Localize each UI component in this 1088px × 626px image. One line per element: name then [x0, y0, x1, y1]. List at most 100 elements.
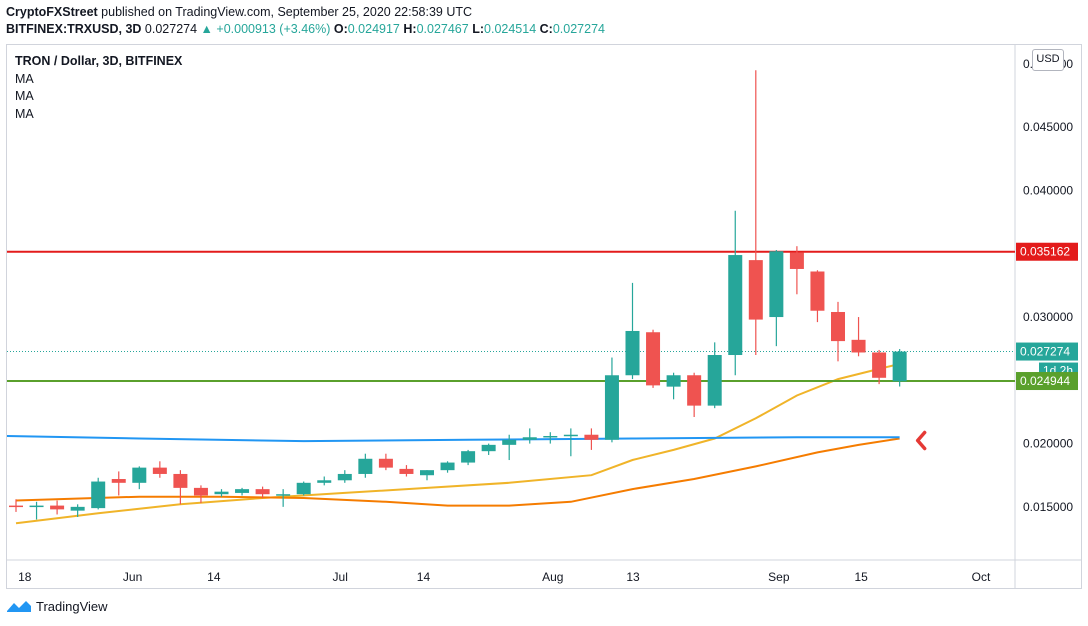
candle-body [111, 479, 126, 483]
candle-body [193, 487, 208, 496]
candle [337, 470, 352, 483]
candle [851, 317, 866, 357]
tradingview-brand[interactable]: TradingView [36, 598, 108, 614]
high-label: H: [403, 22, 417, 36]
candle [214, 489, 229, 497]
candle [563, 428, 578, 457]
y-tick-label-4: 0.030000 [1023, 310, 1073, 324]
candle-body [625, 330, 640, 376]
candle-body [584, 434, 599, 440]
ma-line-1 [15, 362, 900, 525]
candle-body [748, 260, 763, 320]
candle [502, 434, 517, 461]
candle-body [132, 467, 147, 483]
chart-frame [6, 44, 1082, 589]
candle-body [646, 332, 661, 386]
x-tick-label-3: Jul [333, 570, 348, 584]
candle-body [91, 481, 106, 509]
candle [317, 476, 332, 486]
candle-body [235, 489, 250, 493]
symbol-label: BITFINEX:TRXUSD, 3D [6, 22, 142, 36]
candle [831, 301, 845, 362]
chevron-left-icon [915, 430, 927, 451]
candle [70, 504, 85, 517]
candle-body [728, 255, 743, 356]
low-value: 0.024514 [484, 22, 537, 36]
candle-body [29, 505, 44, 508]
candle [91, 477, 106, 510]
support-price-label-bg [1016, 372, 1078, 391]
ma-indicator-1[interactable]: MA [15, 71, 34, 86]
x-tick-label-9: Oct [972, 570, 991, 584]
candle [152, 461, 167, 478]
candle [132, 466, 147, 490]
candle [255, 486, 270, 498]
candle-body [666, 375, 681, 387]
candle [420, 470, 434, 481]
candle [748, 70, 763, 356]
candle [276, 489, 291, 507]
tradingview-logo-icon [7, 601, 31, 612]
candle [522, 428, 537, 444]
x-tick-label-6: 13 [626, 570, 640, 584]
candle [358, 453, 373, 478]
candle-body [831, 311, 845, 342]
candle-body [872, 352, 887, 378]
candle [111, 471, 126, 496]
high-value: 0.027467 [416, 22, 469, 36]
close-value: 0.027274 [552, 22, 605, 36]
x-tick-label-4: 14 [417, 570, 431, 584]
candle-body [420, 470, 434, 476]
candle-body [214, 491, 229, 495]
resistance-price-label-bg [1016, 242, 1078, 261]
ma-indicator-3[interactable]: MA [15, 106, 34, 121]
price-change: ▲ +0.000913 (+3.46%) [200, 22, 331, 36]
candle [666, 372, 681, 400]
last-price: 0.027274 [144, 22, 198, 36]
candle-body [481, 444, 496, 452]
candle-body [317, 480, 332, 483]
candle-body [358, 458, 373, 474]
candle [399, 465, 414, 477]
candle-body [810, 271, 825, 311]
candle-body [152, 467, 167, 474]
candle-body [604, 375, 619, 440]
candle-body [337, 473, 352, 481]
candle-body [173, 473, 188, 488]
candle [789, 246, 804, 295]
candle [625, 282, 640, 380]
y-tick-label-5: 0.020000 [1023, 437, 1073, 451]
x-tick-label-5: Aug [542, 570, 563, 584]
candle [810, 270, 825, 323]
last-price-label: 0.027274 [1020, 345, 1070, 359]
candle-body [769, 251, 784, 318]
candle [235, 487, 250, 496]
candle [687, 372, 702, 418]
y-tick-label-2: 0.040000 [1023, 184, 1073, 198]
candle [584, 428, 599, 450]
candle [728, 210, 743, 376]
candle [378, 453, 393, 471]
candle [461, 449, 476, 466]
candle-body [522, 437, 537, 440]
publish-header: CryptoFXStreet published on TradingView.… [6, 5, 472, 19]
publisher-name: CryptoFXStreet [6, 5, 98, 19]
support-price-label: 0.024944 [1020, 374, 1070, 388]
candle-body [543, 435, 558, 438]
candle [440, 461, 455, 473]
ma-indicator-2[interactable]: MA [15, 89, 34, 103]
footer: TradingView [6, 598, 108, 614]
last-price-label-bg [1016, 342, 1078, 361]
chart-title: TRON / Dollar, 3D, BITFINEX [15, 54, 183, 68]
x-tick-label-0: 18 [18, 570, 32, 584]
candle-body [378, 458, 393, 468]
candle-body [255, 489, 270, 495]
candle-body [440, 462, 455, 471]
candle [872, 349, 887, 385]
candle-body [563, 434, 578, 437]
candle [296, 481, 311, 496]
low-label: L: [472, 22, 485, 36]
open-value: 0.024917 [347, 22, 400, 36]
currency-button[interactable]: USD [1032, 49, 1064, 71]
